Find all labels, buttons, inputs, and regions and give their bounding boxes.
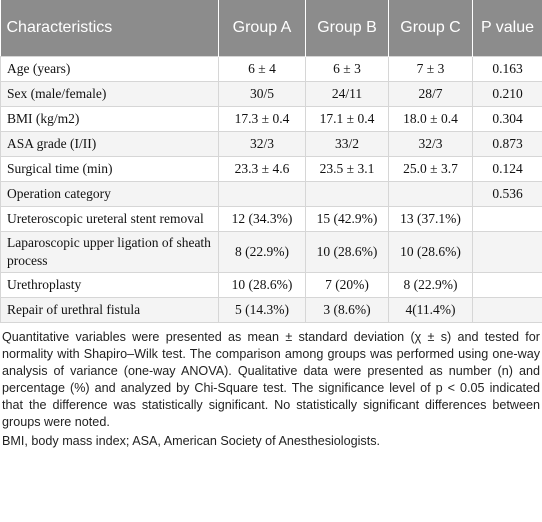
- table-row: Repair of urethral fistula 5 (14.3%) 3 (8.…: [0, 297, 542, 323]
- table-cell: [472, 231, 542, 273]
- table-cell: [388, 181, 473, 207]
- header-cell: Characteristics: [0, 0, 219, 57]
- table-cell: Surgical time (min): [0, 156, 219, 182]
- table-cell: 30/5: [218, 81, 306, 107]
- footnote: BMI, body mass index; ASA, American Soci…: [2, 434, 380, 448]
- table-cell: 32/3: [388, 131, 473, 157]
- table-row: Surgical time (min) 23.3 ± 4.6 23.5 ± 3.1 2…: [0, 156, 542, 182]
- header-cell: P value: [472, 0, 542, 57]
- table-cell: 17.3 ± 0.4: [218, 106, 306, 132]
- table-cell: 5 (14.3%): [218, 297, 306, 323]
- table-cell: 4(11.4%): [388, 297, 473, 323]
- table-row: Operation category 0.536: [0, 181, 542, 207]
- table-cell: 0.124: [472, 156, 542, 182]
- table-cell: 15 (42.9%): [305, 206, 389, 232]
- header-cell: Group C: [388, 0, 473, 57]
- table-cell: Ureteroscopic ureteral stent removal: [0, 206, 219, 232]
- table-row: Laparoscopic upper ligation of sheath pr…: [0, 231, 542, 273]
- footnote: Quantitative variables were presented as…: [2, 330, 540, 429]
- table-cell: 0.536: [472, 181, 542, 207]
- header-cell: Group A: [218, 0, 306, 57]
- table-cell: Repair of urethral fistula: [0, 297, 219, 323]
- table-row: Ureteroscopic ureteral stent removal 12 (…: [0, 206, 542, 232]
- table-cell: 33/2: [305, 131, 389, 157]
- table-cell: 18.0 ± 0.4: [388, 106, 473, 132]
- table-cell: 10 (28.6%): [305, 231, 389, 273]
- table-cell: 23.3 ± 4.6: [218, 156, 306, 182]
- table-cell: 25.0 ± 3.7: [388, 156, 473, 182]
- table-cell: 24/11: [305, 81, 389, 107]
- table-cell: 0.304: [472, 106, 542, 132]
- table-cell: 13 (37.1%): [388, 206, 473, 232]
- table-cell: BMI (kg/m2): [0, 106, 219, 132]
- table-cell: [218, 181, 306, 207]
- table-cell: Urethroplasty: [0, 272, 219, 298]
- table-cell: 6 ± 3: [305, 56, 389, 82]
- table-cell: 17.1 ± 0.4: [305, 106, 389, 132]
- table-row: Urethroplasty 10 (28.6%) 7 (20%) 8 (22.9%): [0, 272, 542, 298]
- table-cell: 8 (22.9%): [218, 231, 306, 273]
- table-row: Sex (male/female) 30/5 24/11 28/7 0.210: [0, 81, 542, 107]
- table-cell: Laparoscopic upper ligation of sheath pr…: [0, 231, 219, 273]
- table-cell: Age (years): [0, 56, 219, 82]
- table-cell: 10 (28.6%): [218, 272, 306, 298]
- table-cell: [305, 181, 389, 207]
- header-cell: Group B: [305, 0, 389, 57]
- table-cell: Sex (male/female): [0, 81, 219, 107]
- table-cell: 10 (28.6%): [388, 231, 473, 273]
- footnotes: Quantitative variables were presented as…: [0, 323, 542, 450]
- table-cell: 0.163: [472, 56, 542, 82]
- table-cell: 32/3: [218, 131, 306, 157]
- table-cell: 3 (8.6%): [305, 297, 389, 323]
- table-row: BMI (kg/m2) 17.3 ± 0.4 17.1 ± 0.4 18.0 ± 0.…: [0, 106, 542, 132]
- table-cell: [472, 206, 542, 232]
- table-cell: 7 ± 3: [388, 56, 473, 82]
- table-cell: Operation category: [0, 181, 219, 207]
- table-cell: 7 (20%): [305, 272, 389, 298]
- table-cell: 23.5 ± 3.1: [305, 156, 389, 182]
- table-cell: 0.873: [472, 131, 542, 157]
- table-cell: [472, 272, 542, 298]
- table-cell: ASA grade (I/II): [0, 131, 219, 157]
- table-cell: 28/7: [388, 81, 473, 107]
- table-cell: [472, 297, 542, 323]
- table-cell: 12 (34.3%): [218, 206, 306, 232]
- table-cell: 6 ± 4: [218, 56, 306, 82]
- table-cell: 0.210: [472, 81, 542, 107]
- table-row: ASA grade (I/II) 32/3 33/2 32/3 0.873: [0, 131, 542, 157]
- table-cell: 8 (22.9%): [388, 272, 473, 298]
